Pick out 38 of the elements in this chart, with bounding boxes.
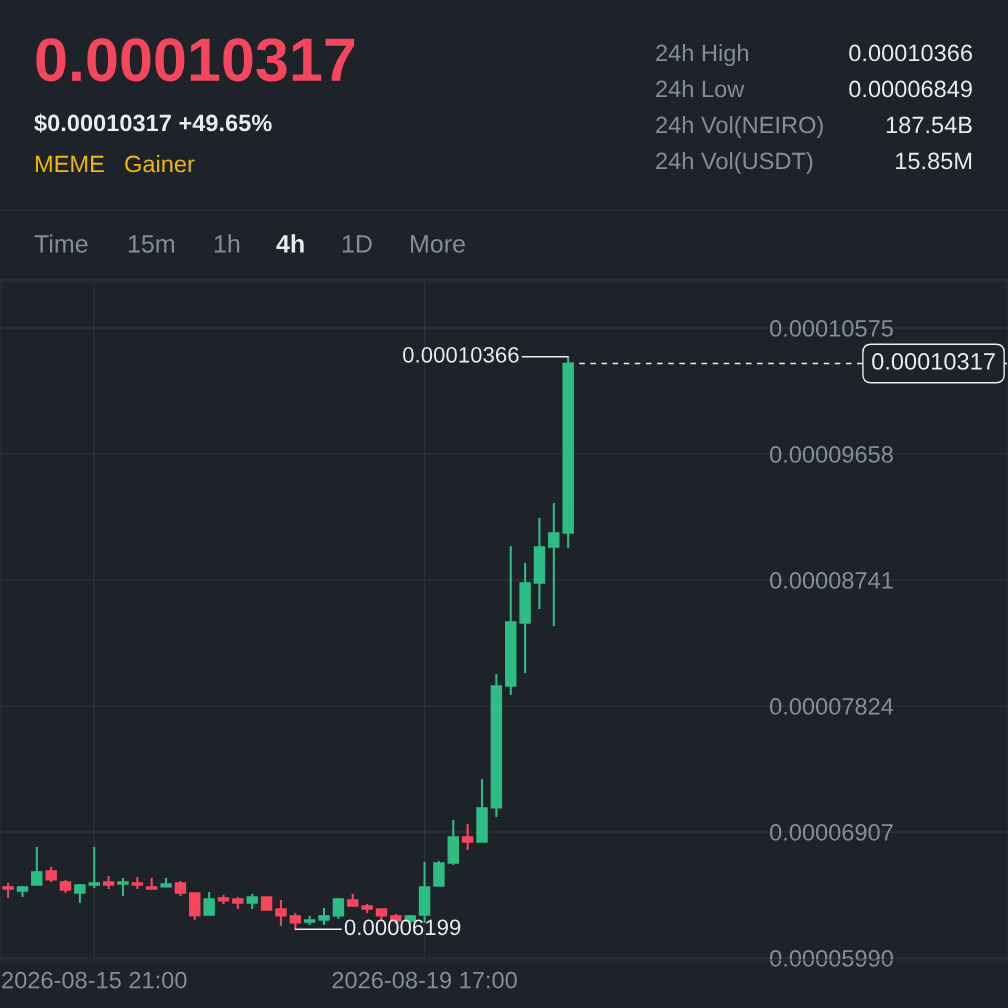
candlestick [88,845,100,890]
text: 4h [276,234,304,253]
text: Time [34,234,88,253]
y-tick-label: 0.00007824 [770,698,894,715]
y-tick-label: 0.00010575 [770,320,893,337]
text: 24h Vol(USDT) [656,152,813,174]
candlestick [548,502,560,628]
text: 0.00006849 [849,80,972,98]
y-tick-label: 0.00008741 [770,572,893,589]
chart-subtitle: $0.00010317 +49.65% [34,113,272,133]
y-tick-label: 0.00005990 [770,950,893,967]
text: More [411,235,465,253]
candlestick [189,891,201,922]
annotation: 0.00006199 [344,919,461,936]
text: 0.00010366 [849,44,972,62]
candlestick [31,845,43,887]
text: 1D [342,235,372,253]
y-tick-label: 0.00006907 [770,824,893,841]
y-tick-label: 0.00009658 [770,446,893,463]
annotation: 0.00010366 [403,346,519,363]
text: 15m [128,235,174,253]
text: 24h High [656,44,748,66]
text: 1h [214,234,240,253]
x-tick-label: 2026-08-19 17:00 [332,971,517,989]
text: 187.54B [886,116,972,134]
ref-line-label: 0.00010317 [872,353,995,370]
x-tick-label: 2026-08-15 21:00 [2,971,187,989]
candlestick [275,898,287,927]
chart-title: 0.00010317 [36,38,355,82]
text: Gainer [125,155,195,173]
candlestick [433,859,445,887]
text: 15.85M [896,152,972,170]
candlestick [461,822,474,851]
candlestick [74,882,86,905]
text: 24h Vol(NEIRO) [656,116,823,138]
text: 24h Low [656,80,745,98]
text: MEME [35,155,104,173]
candlestick [203,890,215,916]
